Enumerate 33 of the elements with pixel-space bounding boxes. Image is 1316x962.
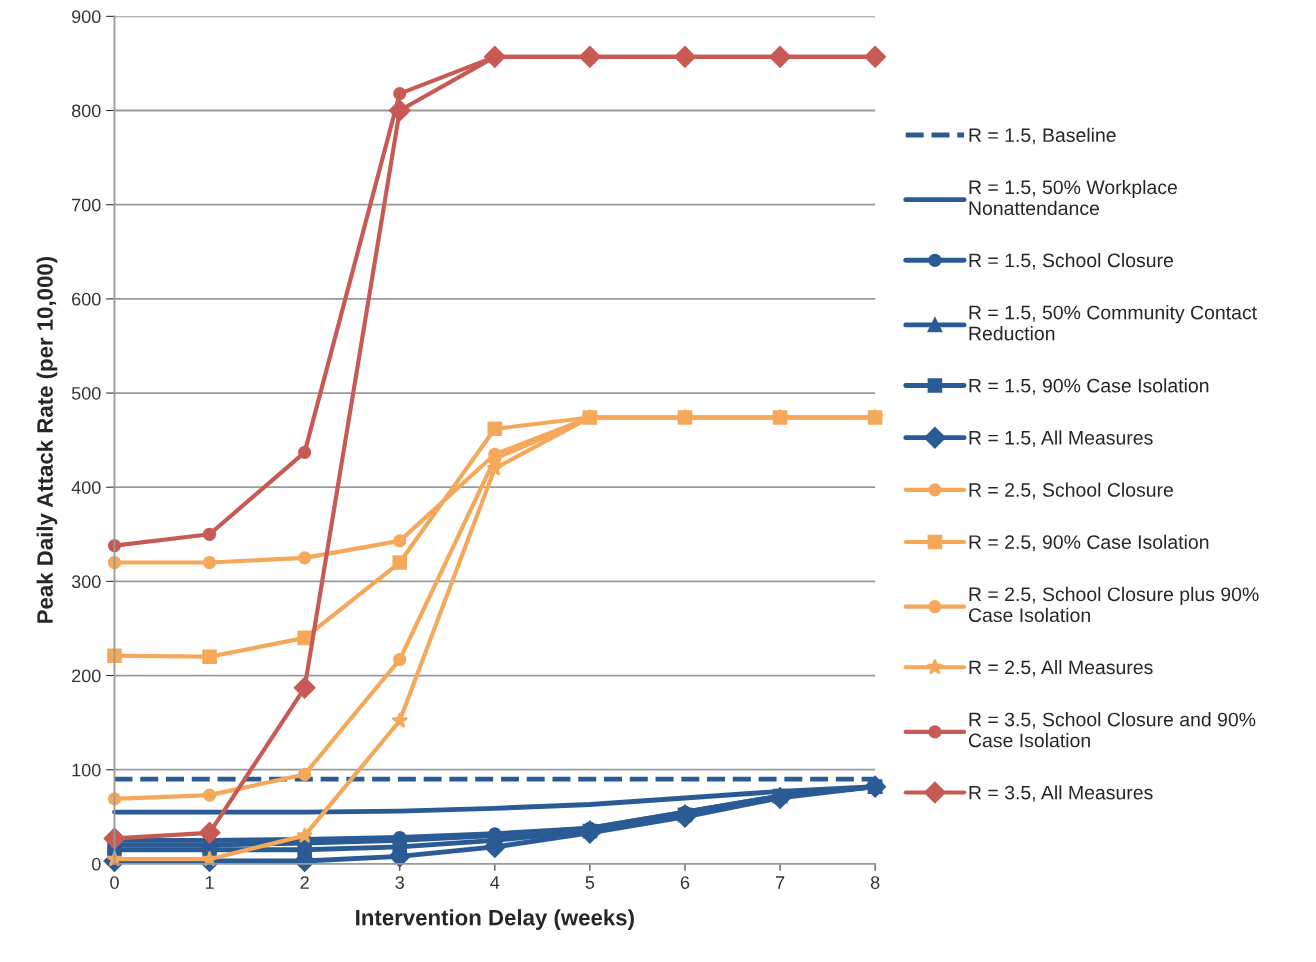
legend-label: R = 2.5, All Measures <box>969 659 1153 677</box>
y-tick-label: 400 <box>71 481 101 494</box>
legend-label: R = 1.5, School Closure <box>969 253 1173 270</box>
x-tick-label: 8 <box>870 876 880 889</box>
y-tick-label: 200 <box>72 669 101 683</box>
legend-label: R = 1.5, Baseline <box>969 127 1116 145</box>
y-tick-label: 900 <box>72 10 101 24</box>
legend-label: R = 2.5, School Closure <box>969 482 1173 500</box>
legend-label: R = 2.5, 90% Case Isolation <box>969 534 1209 552</box>
y-tick-label: 300 <box>71 575 101 589</box>
y-tick-label: 700 <box>72 198 101 212</box>
x-tick-label: 0 <box>110 876 119 889</box>
x-tick-label: 5 <box>585 876 595 889</box>
legend-label: R = 3.5, All Measures <box>969 785 1153 802</box>
x-tick-label: 7 <box>775 876 785 889</box>
y-tick-label: 500 <box>71 386 101 400</box>
x-tick-label: 2 <box>300 876 309 889</box>
legend-label: R = 1.5, 50% Community Contact Reduction <box>969 305 1257 341</box>
x-tick-label: 1 <box>205 876 214 889</box>
x-axis-title: Intervention Delay (weeks) <box>356 909 634 930</box>
y-axis-title: Peak Daily Attack Rate (per 10,000) <box>36 256 58 623</box>
x-tick-label: 6 <box>680 876 690 889</box>
legend-label: R = 1.5, 50% Workplace Nonattendance <box>969 179 1177 216</box>
x-tick-label: 4 <box>490 876 500 889</box>
y-tick-label: 100 <box>72 763 101 777</box>
x-tick-label: 3 <box>395 876 404 889</box>
legend-label: R = 3.5, School Closure and 90% Case Isolation <box>968 712 1256 748</box>
legend-label: R = 1.5, All Measures <box>969 430 1153 447</box>
y-tick-label: 600 <box>72 292 101 306</box>
legend-label: R = 2.5, School Closure plus 90% Case Isolation <box>968 586 1259 623</box>
y-tick-label: 0 <box>91 857 101 871</box>
y-tick-label: 800 <box>71 104 101 118</box>
legend-label: R = 1.5, 90% Case Isolation <box>969 378 1209 395</box>
